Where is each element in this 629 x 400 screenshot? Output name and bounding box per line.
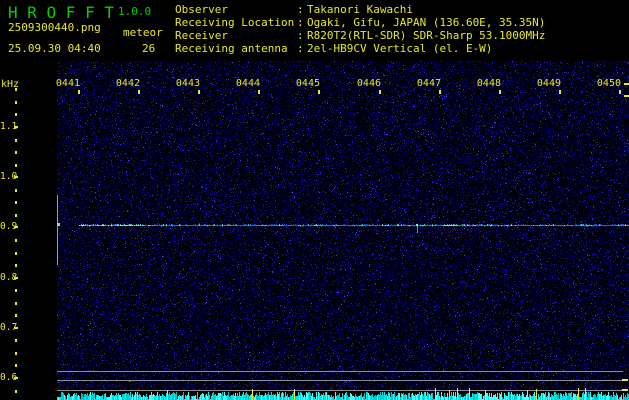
y-tick-label: 0.6 (0, 372, 18, 383)
y-minor-tick (15, 264, 17, 268)
x-tick-mark (439, 90, 441, 94)
edge-tick-mark (624, 83, 629, 85)
info-value: Ogaki, Gifu, JAPAN (136.60E, 35.35N) (307, 16, 546, 29)
app-version: 1.0.0 (118, 5, 152, 18)
y-minor-tick (15, 364, 17, 368)
x-tick-label: 0441 (55, 78, 80, 89)
x-tick-label: 0450 (596, 78, 621, 89)
info-row: Receiving antenna:2el-HB9CV Vertical (el… (175, 42, 545, 55)
info-label: Receiving antenna (175, 42, 288, 55)
info-value: R820T2(RTL-SDR) SDR-Sharp 53.1000MHz (307, 29, 546, 42)
station-info-table: Observer: Takanori Kawachi Receiving Locat… (175, 3, 545, 55)
y-tick-label: 0.9 (0, 221, 18, 233)
info-value: Takanori Kawachi (307, 3, 413, 16)
x-tick-mark (78, 90, 80, 94)
x-tick-mark (318, 90, 320, 94)
y-tick-mark (14, 176, 18, 179)
app-title: H R O F F T (8, 3, 114, 22)
y-minor-tick (15, 213, 17, 217)
y-tick-label: 0.7 (0, 321, 18, 333)
info-separator: : (297, 3, 304, 16)
y-tick-mark (14, 377, 18, 379)
x-tick-mark (198, 90, 200, 94)
info-row: Receiver: R820T2(RTL-SDR) SDR-Sharp 53.10… (175, 29, 545, 42)
spectrogram-canvas (57, 60, 629, 400)
y-minor-tick (15, 113, 17, 117)
x-tick-label: 0446 (356, 78, 381, 89)
y-minor-tick (15, 201, 17, 205)
y-minor-tick (15, 251, 17, 255)
y-minor-tick (15, 188, 17, 192)
x-tick-mark (379, 90, 381, 94)
info-label: Observer (175, 3, 228, 16)
x-tick-label: 0442 (115, 78, 140, 89)
info-separator: : (297, 29, 304, 42)
y-tick-mark (14, 226, 18, 229)
y-axis-unit: kHz (1, 79, 20, 90)
y-minor-tick (15, 88, 17, 92)
x-tick-label: 0447 (416, 78, 441, 89)
x-tick-mark (559, 90, 561, 94)
info-row: Observer: Takanori Kawachi (175, 3, 545, 16)
y-minor-tick (15, 163, 17, 167)
x-tick-label: 0448 (476, 78, 501, 89)
y-minor-tick (15, 100, 17, 104)
y-minor-tick (15, 351, 17, 355)
y-tick-label: 1.0 (0, 171, 18, 183)
x-tick-label: 0444 (235, 78, 260, 89)
y-minor-tick (15, 339, 17, 343)
y-minor-tick (15, 314, 17, 318)
edge-tick-mark (622, 379, 628, 381)
y-minor-tick (15, 138, 17, 142)
y-minor-tick (15, 389, 17, 393)
edge-tick-mark (624, 95, 629, 97)
y-minor-tick (15, 289, 17, 293)
y-minor-tick (15, 151, 17, 155)
info-label: Receiving Location (175, 16, 295, 29)
info-label: Receiver (175, 29, 228, 42)
y-minor-tick (15, 238, 17, 242)
x-tick-mark (619, 90, 621, 94)
y-tick-label: 0.8 (0, 271, 18, 283)
y-minor-tick (15, 301, 17, 305)
info-separator: : (297, 16, 304, 29)
info-value: 2el-HB9CV Vertical (el. E-W) (307, 42, 493, 55)
edge-tick-mark (622, 389, 628, 391)
info-row: Receiving Location: Ogaki, Gifu, JAPAN (1… (175, 16, 545, 29)
y-tick-mark (14, 326, 18, 329)
x-tick-label: 0445 (295, 78, 320, 89)
mode-label: meteor (123, 26, 163, 39)
x-tick-mark (499, 90, 501, 94)
filename: 2509300440.png (8, 21, 101, 34)
info-separator: : (297, 42, 304, 55)
x-tick-mark (138, 90, 140, 94)
x-tick-label: 0443 (175, 78, 200, 89)
y-tick-label: 1.1 (0, 121, 18, 132)
datetime: 25.09.30 04:40 (8, 42, 101, 55)
x-tick-mark (258, 90, 260, 94)
echo-count: 26 (142, 42, 156, 55)
y-tick-mark (14, 126, 18, 128)
x-tick-label: 0449 (536, 78, 561, 89)
y-tick-mark (14, 276, 18, 279)
